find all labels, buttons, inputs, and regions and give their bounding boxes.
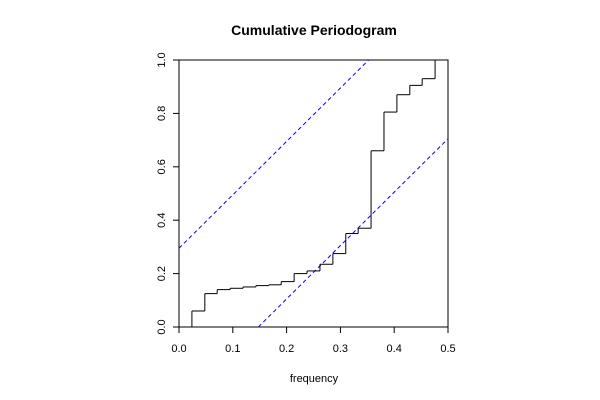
x-tick-label: 0.2 (279, 343, 294, 355)
y-tick-label: 0.6 (156, 159, 168, 174)
step-end (434, 59, 436, 61)
x-tick-label: 0.4 (387, 343, 402, 355)
x-tick-label: 0.3 (333, 343, 348, 355)
confidence-band (178, 59, 369, 249)
plot-box (178, 59, 449, 328)
x-tick-label: 0.1 (225, 343, 240, 355)
y-tick-label: 1.0 (156, 52, 168, 67)
y-tick-label: 0.8 (156, 106, 168, 121)
chart-title: Cumulative Periodogram (231, 22, 397, 38)
x-tick-label: 0.5 (440, 343, 455, 355)
y-tick-label: 0.0 (156, 319, 168, 334)
confidence-band (258, 138, 449, 328)
x-tick-label: 0.0 (171, 343, 186, 355)
y-tick-label: 0.2 (156, 266, 168, 281)
x-axis-label: frequency (290, 373, 339, 385)
y-tick-label: 0.4 (156, 213, 168, 228)
